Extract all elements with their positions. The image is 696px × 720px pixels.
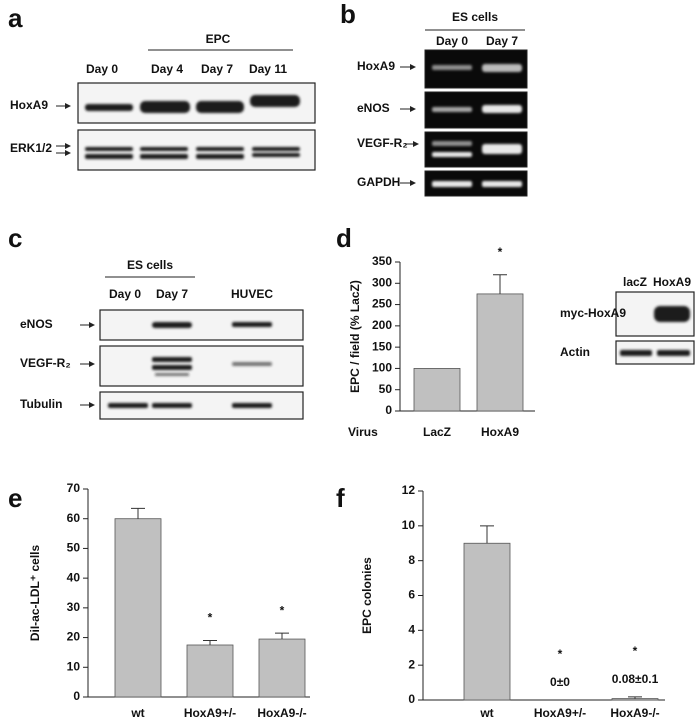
x-tick-label: HoxA9-/- (257, 706, 306, 720)
y-tick-label: 60 (67, 511, 81, 525)
error-bar (480, 525, 494, 544)
panel-letter: e (8, 483, 22, 513)
y-tick-label: 250 (372, 297, 392, 311)
row-label: Actin (560, 345, 590, 359)
lane-label: Day 7 (486, 34, 518, 48)
x-tick-label: HoxA9-/- (610, 706, 659, 720)
panel-letter: c (8, 223, 22, 253)
y-tick-label: 70 (67, 481, 81, 495)
x-tick-label: wt (479, 706, 493, 720)
lane-label: Day 7 (201, 62, 233, 76)
error-bar (131, 507, 145, 519)
lane-label: Day 4 (151, 62, 183, 76)
y-tick-label: 200 (372, 318, 392, 332)
group-label: EPC (206, 32, 231, 46)
bar (611, 698, 659, 701)
x-tick-label: HoxA9+/- (184, 706, 236, 720)
row-label: HoxA9 (357, 59, 395, 73)
row-label: myc-HoxA9 (560, 306, 626, 320)
significance-star: * (558, 647, 563, 661)
significance-star: * (633, 644, 638, 658)
row-label: ERK1/2 (10, 141, 52, 155)
bar (258, 638, 306, 698)
bands (620, 306, 690, 356)
lane-label: Day 7 (156, 287, 188, 301)
y-tick-label: 150 (372, 339, 392, 353)
lane-label: Day 11 (249, 62, 287, 76)
y-tick-label: 350 (372, 254, 392, 268)
significance-star: * (280, 603, 285, 617)
group-label: ES cells (127, 258, 173, 272)
blot (615, 340, 695, 365)
row-label: Tubulin (20, 397, 62, 411)
panel-letter: d (336, 223, 352, 253)
panel-letter: b (340, 0, 356, 29)
lane-label: Day 0 (436, 34, 468, 48)
y-axis-label: EPC colonies (360, 557, 374, 634)
lane-label: HUVEC (231, 287, 273, 301)
y-tick-label: 8 (408, 553, 415, 567)
group-label: ES cells (452, 10, 498, 24)
x-tick-label: HoxA9 (481, 425, 519, 439)
y-tick-label: 20 (67, 630, 81, 644)
row-label: VEGF-R₂ (357, 136, 408, 150)
error-bar (203, 640, 217, 645)
bands (108, 322, 272, 408)
x-tick-label: LacZ (423, 425, 451, 439)
y-tick-label: 50 (379, 382, 393, 396)
y-tick-label: 0 (385, 403, 392, 417)
significance-star: * (498, 245, 503, 259)
bar (413, 368, 461, 412)
lane-label: HoxA9 (653, 275, 691, 289)
y-tick-label: 10 (402, 518, 416, 532)
blot (99, 345, 304, 387)
y-tick-label: 40 (67, 570, 81, 584)
bar (186, 644, 234, 698)
x-tick-label: wt (130, 706, 144, 720)
value-label: 0±0 (550, 675, 570, 689)
y-tick-label: 2 (408, 657, 415, 671)
error-bar (493, 274, 507, 294)
y-tick-label: 100 (372, 361, 392, 375)
row-label: GAPDH (357, 175, 400, 189)
y-tick-label: 300 (372, 275, 392, 289)
significance-star: * (208, 611, 213, 625)
y-axis-label: EPC / field (% LacZ) (348, 280, 362, 393)
y-tick-label: 4 (408, 623, 415, 637)
blot (99, 309, 304, 341)
lane-label: Day 0 (86, 62, 118, 76)
lane-label: Day 0 (109, 287, 141, 301)
row-label: eNOS (357, 101, 390, 115)
y-tick-label: 10 (67, 659, 81, 673)
row-label: HoxA9 (10, 98, 48, 112)
value-label: 0.08±0.1 (612, 672, 659, 686)
lane-label: lacZ (623, 275, 647, 289)
y-axis-label: DiI-ac-LDL⁺ cells (28, 544, 42, 641)
x-tick-label: HoxA9+/- (534, 706, 586, 720)
y-tick-label: 30 (67, 600, 81, 614)
y-tick-label: 50 (67, 541, 81, 555)
error-bar (275, 632, 289, 640)
row-label: VEGF-R₂ (20, 356, 71, 370)
bands (85, 95, 300, 159)
row-label: eNOS (20, 317, 53, 331)
y-tick-label: 0 (408, 692, 415, 706)
bar (114, 518, 162, 698)
y-tick-label: 6 (408, 588, 415, 602)
gel-bands (432, 64, 522, 187)
error-bar (628, 696, 642, 699)
y-tick-label: 0 (73, 689, 80, 703)
bar (476, 293, 524, 412)
x-row-label: Virus (348, 425, 378, 439)
panel-letter: f (336, 483, 345, 513)
bar (463, 542, 511, 701)
y-tick-label: 12 (402, 483, 416, 497)
panel-letter: a (8, 3, 23, 33)
